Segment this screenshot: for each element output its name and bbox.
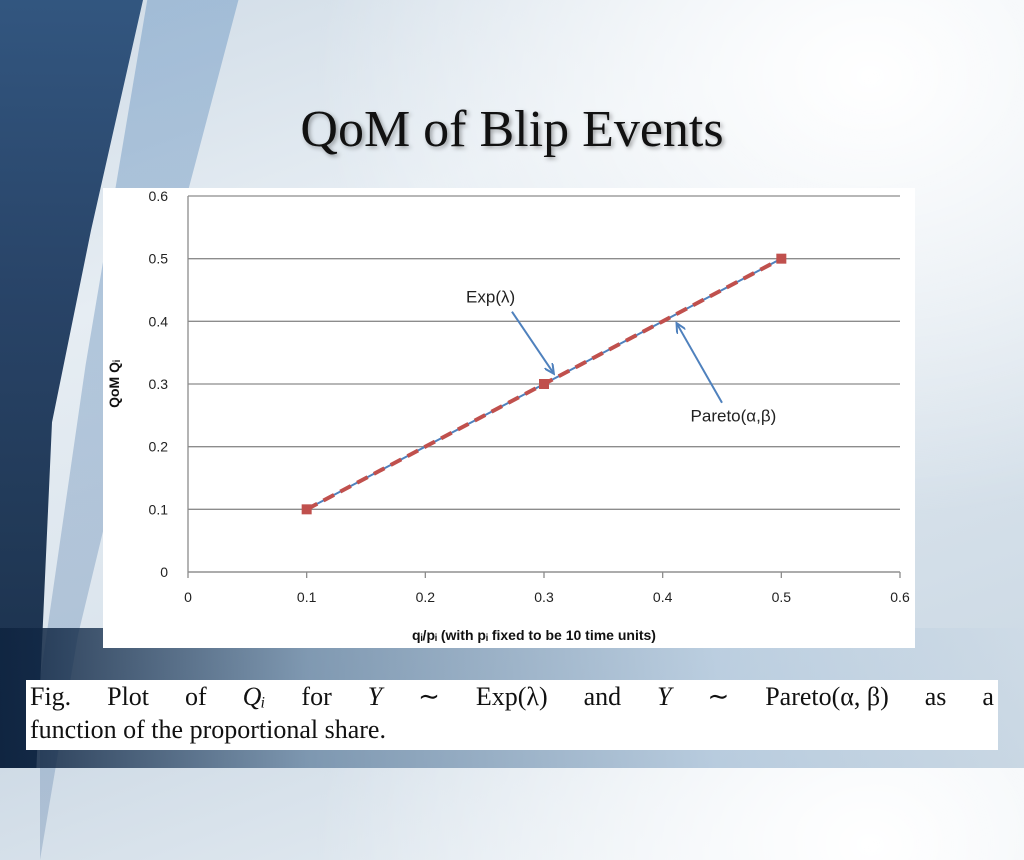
caption-word: Pareto(α, β)	[765, 682, 889, 711]
caption-word: for	[301, 682, 332, 711]
caption-word: ∼	[707, 682, 730, 711]
chart-panel: 0 0.1 0.2 0.3 0.4 0.5 0.6 0 0.1 0.2 0.3 0.4 0.5 0.6 qᵢ…	[103, 188, 915, 648]
caption-word: a	[982, 682, 994, 711]
y-tick-label: 0.5	[149, 251, 169, 267]
annotation-label-exp: Exp(λ)	[466, 288, 515, 307]
x-tick-label: 0.3	[534, 589, 554, 605]
annotation-arrow-exp	[511, 311, 554, 374]
y-tick-label: 0.2	[149, 439, 169, 455]
y-tick-label: 0	[160, 564, 168, 580]
x-axis-title: qᵢ/pᵢ (with pᵢ fixed to be 10 time units…	[412, 627, 656, 643]
series-point	[776, 253, 787, 264]
annotation-arrow-pareto	[677, 323, 723, 404]
x-tick-label: 0.2	[416, 589, 436, 605]
series-point	[539, 379, 549, 389]
x-tick-label: 0	[184, 589, 192, 605]
annotation-label-pareto: Pareto(α,β)	[691, 407, 777, 426]
y-tick-label: 0.4	[149, 313, 169, 329]
caption-word: ∼	[418, 682, 440, 711]
x-tick-label: 0.5	[772, 589, 792, 605]
x-tick-label: 0.6	[890, 589, 910, 605]
series-point	[301, 504, 312, 515]
caption-word: Fig.	[30, 682, 72, 711]
y-tick-label: 0.6	[149, 188, 169, 204]
caption-word: Plot	[107, 682, 150, 711]
y-tick-label: 0.1	[149, 501, 169, 517]
caption-word: Y	[657, 682, 672, 711]
x-tick-label: 0.1	[297, 589, 317, 605]
caption-word: as	[924, 682, 947, 711]
caption-word: Qᵢ	[242, 682, 266, 711]
caption-line-1: Fig. Plot of Qᵢ for Y ∼ Exp(λ) and Y ∼ Pareto(α, β)…	[30, 680, 994, 713]
caption-word: Exp(λ)	[475, 682, 548, 711]
caption-word: of	[184, 682, 207, 711]
y-axis-title: QoM Qᵢ	[106, 360, 122, 408]
caption-line-2: function of the proportional share.	[30, 715, 386, 744]
y-tick-label: 0.3	[149, 376, 169, 392]
x-tick-label: 0.4	[653, 589, 673, 605]
figure-caption: Fig. Plot of Qᵢ for Y ∼ Exp(λ) and Y ∼ Pareto(α, β)…	[26, 680, 998, 750]
line-chart: 0 0.1 0.2 0.3 0.4 0.5 0.6 0 0.1 0.2 0.3 0.4 0.5 0.6 qᵢ…	[106, 188, 910, 643]
caption-word: Y	[367, 682, 383, 711]
slide-title: QoM of Blip Events	[300, 101, 724, 158]
caption-word: and	[583, 682, 622, 711]
